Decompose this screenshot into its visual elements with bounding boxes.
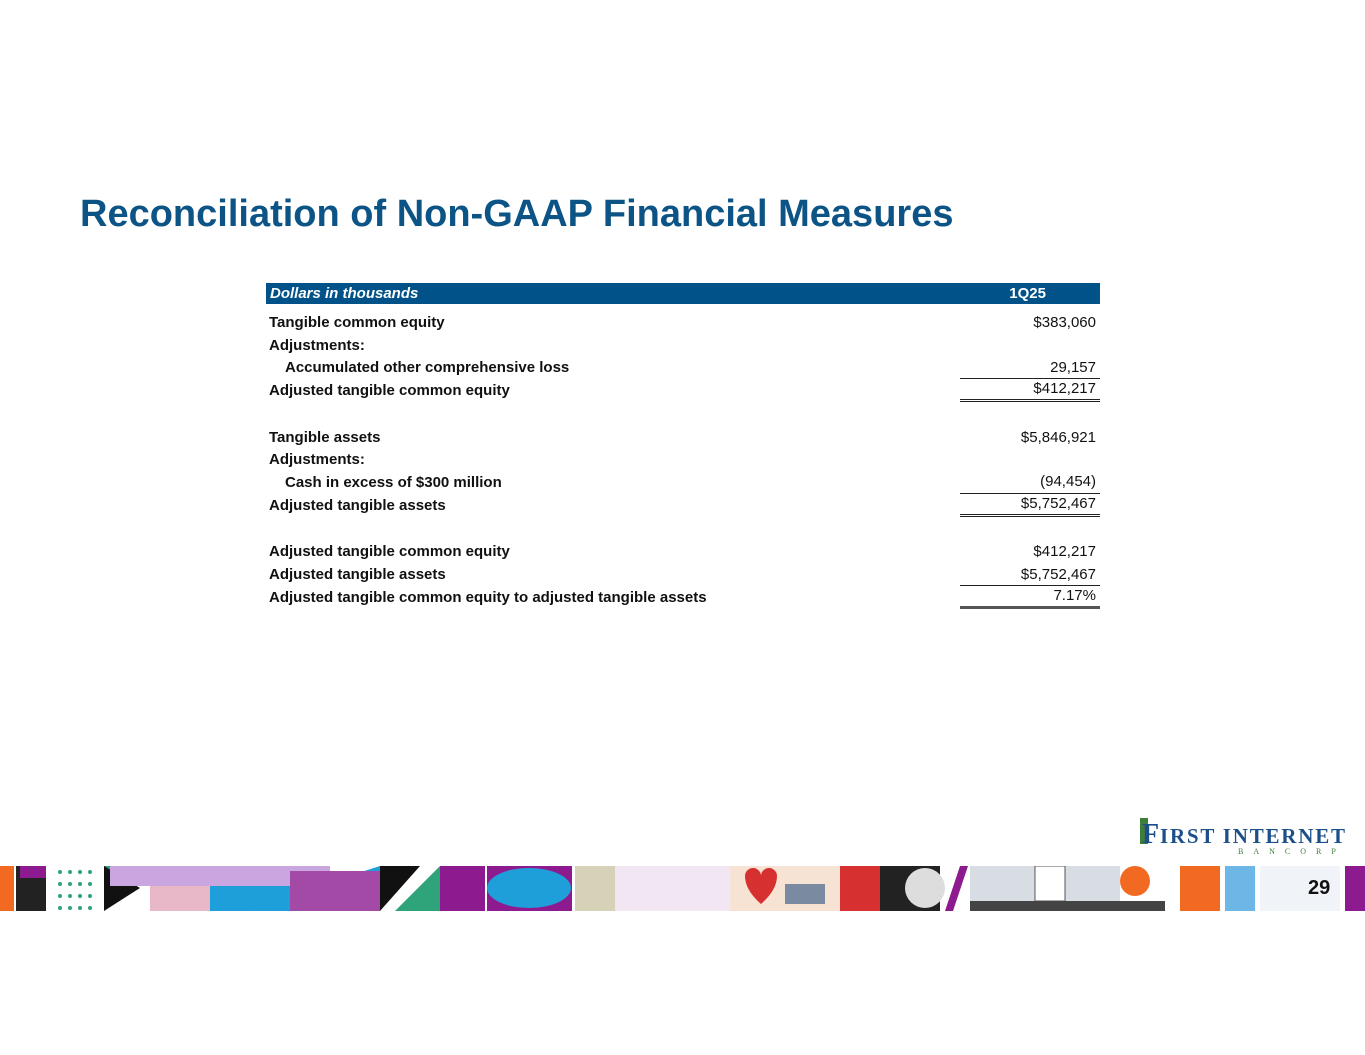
row-value: 7.17% [960,586,1100,609]
table-row: Adjusted tangible common equity $412,217 [266,379,1100,402]
table-row: Cash in excess of $300 million (94,454) [266,471,1100,494]
table-row: Adjustments: [266,334,1100,357]
row-label: Adjusted tangible common equity [269,543,510,561]
row-label: Cash in excess of $300 million [285,473,502,491]
row-value: $383,060 [1033,313,1096,331]
svg-text:BANCORP: BANCORP [1238,847,1346,856]
row-value [960,334,1100,357]
header-period: 1Q25 [1009,285,1046,302]
row-label: Adjusted tangible assets [269,496,446,514]
table-row: Tangible common equity $383,060 [266,311,1100,334]
table-row: Accumulated other comprehensive loss 29,1… [266,356,1100,380]
table-row: Adjusted tangible common equity to adjus… [266,586,1100,609]
row-value: $5,846,921 [1020,428,1096,446]
page-title: Reconciliation of Non-GAAP Financial Mea… [80,193,954,235]
row-label: Accumulated other comprehensive loss [285,359,570,377]
row-value: $5,752,467 [960,563,1100,586]
row-label: Adjustments: [269,451,365,469]
row-value [960,448,1100,471]
header-units: Dollars in thousands [270,285,419,302]
company-logo: F IRST INTERNET BANCORP [1140,818,1346,856]
page-number: 29 [1308,877,1331,899]
table-header: Dollars in thousands 1Q25 [266,283,1100,304]
reconciliation-table: Dollars in thousands 1Q25 Tangible commo… [266,283,1100,609]
row-value: $412,217 [1033,543,1096,561]
table-row: Adjusted tangible assets $5,752,467 [266,494,1100,517]
row-label: Tangible assets [269,428,381,446]
decorative-banner [0,866,1365,911]
row-label: Adjustments: [269,336,365,354]
row-label: Adjusted tangible common equity to adjus… [269,588,707,606]
table-row: Adjustments: [266,448,1100,471]
svg-text:IRST INTERNET: IRST INTERNET [1160,824,1345,848]
row-label: Adjusted tangible assets [269,566,446,584]
row-value: $5,752,467 [960,494,1100,517]
row-value: 29,157 [960,356,1100,380]
row-label: Tangible common equity [269,313,445,331]
table-row: Adjusted tangible assets $5,752,467 [266,563,1100,586]
row-label: Adjusted tangible common equity [269,381,510,399]
row-value: $412,217 [960,379,1100,402]
table-row: Adjusted tangible common equity $412,217 [266,541,1100,564]
svg-text:F: F [1142,819,1159,850]
row-value: (94,454) [960,471,1100,494]
table-row: Tangible assets $5,846,921 [266,426,1100,449]
